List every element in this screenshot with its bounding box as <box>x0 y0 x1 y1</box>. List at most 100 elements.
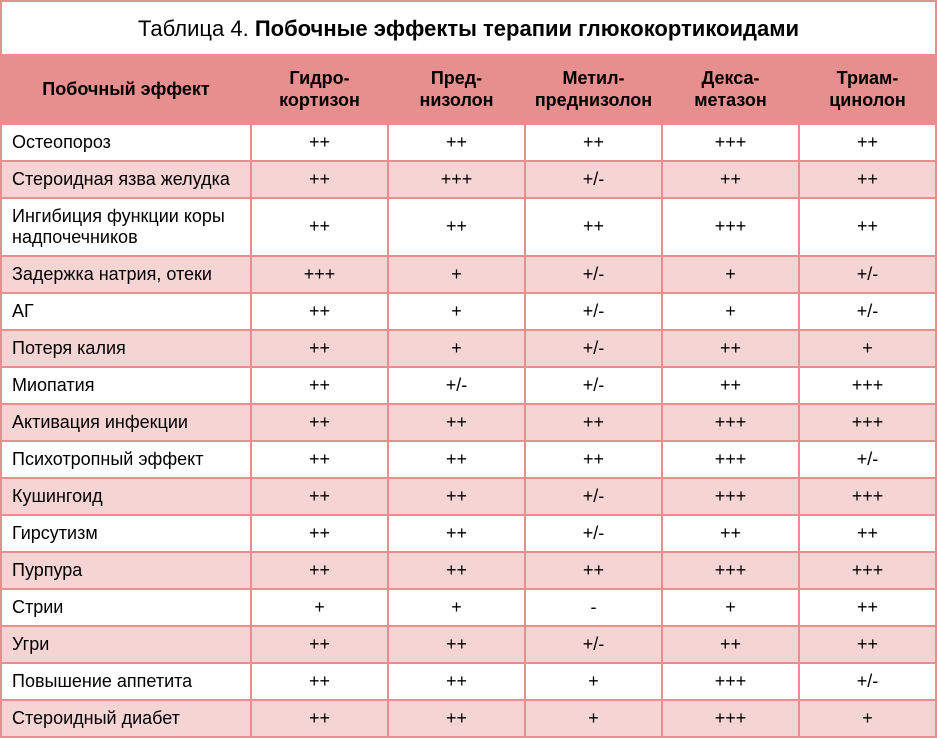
cell: +/- <box>799 256 936 293</box>
cell: ++ <box>388 663 525 700</box>
cell: + <box>388 330 525 367</box>
cell: ++ <box>251 700 388 737</box>
caption-prefix: Таблица 4. <box>138 16 255 41</box>
cell: + <box>662 256 799 293</box>
cell: +++ <box>662 124 799 161</box>
cell: ++ <box>388 552 525 589</box>
cell: ++ <box>525 124 662 161</box>
cell: ++ <box>662 367 799 404</box>
cell: ++ <box>251 515 388 552</box>
cell: ++ <box>251 330 388 367</box>
table-row: Повышение аппетита+++++++++/- <box>1 663 936 700</box>
row-label: Активация инфекции <box>1 404 251 441</box>
table-row: Пурпура++++++++++++ <box>1 552 936 589</box>
cell: +/- <box>525 367 662 404</box>
table-row: Потеря калия++++/-+++ <box>1 330 936 367</box>
row-label: АГ <box>1 293 251 330</box>
row-label: Гирсутизм <box>1 515 251 552</box>
cell: ++ <box>525 404 662 441</box>
table-row: АГ++++/-++/- <box>1 293 936 330</box>
cell: ++ <box>799 626 936 663</box>
table-row: Ингибиция функции коры надпочечников++++… <box>1 198 936 255</box>
row-label: Остеопороз <box>1 124 251 161</box>
table-row: Стрии++-+++ <box>1 589 936 626</box>
table-row: Угри+++++/-++++ <box>1 626 936 663</box>
cell: +/- <box>388 367 525 404</box>
row-label: Пурпура <box>1 552 251 589</box>
row-label: Потеря калия <box>1 330 251 367</box>
table-row: Кушингоид+++++/-++++++ <box>1 478 936 515</box>
cell: + <box>662 293 799 330</box>
cell: +++ <box>251 256 388 293</box>
cell: + <box>388 293 525 330</box>
cell: +++ <box>662 404 799 441</box>
cell: +/- <box>799 293 936 330</box>
row-label: Задержка натрия, отеки <box>1 256 251 293</box>
cell: ++ <box>799 161 936 198</box>
col-header: Метил-преднизолон <box>525 55 662 124</box>
cell: ++ <box>251 478 388 515</box>
row-label: Угри <box>1 626 251 663</box>
cell: + <box>388 256 525 293</box>
cell: +/- <box>525 293 662 330</box>
cell: +++ <box>662 198 799 255</box>
cell: ++ <box>388 124 525 161</box>
cell: ++ <box>251 161 388 198</box>
table-row: Задержка натрия, отеки+++++/-++/- <box>1 256 936 293</box>
row-label: Психотропный эффект <box>1 441 251 478</box>
cell: ++ <box>251 663 388 700</box>
cell: +++ <box>388 161 525 198</box>
row-label: Ингибиция функции коры надпочечников <box>1 198 251 255</box>
cell: ++ <box>251 124 388 161</box>
cell: +++ <box>799 552 936 589</box>
row-header-label: Побочный эффект <box>1 55 251 124</box>
cell: +++ <box>662 663 799 700</box>
cell: ++ <box>799 198 936 255</box>
cell: ++ <box>525 552 662 589</box>
cell: ++ <box>388 700 525 737</box>
cell: +/- <box>525 626 662 663</box>
cell: ++ <box>388 626 525 663</box>
cell: + <box>251 589 388 626</box>
table-row: Остеопороз+++++++++++ <box>1 124 936 161</box>
side-effects-table: Таблица 4. Побочные эффекты терапии глюк… <box>0 0 937 738</box>
cell: ++ <box>525 441 662 478</box>
cell: ++ <box>251 441 388 478</box>
cell: ++ <box>388 404 525 441</box>
cell: + <box>799 330 936 367</box>
cell: ++ <box>799 124 936 161</box>
cell: ++ <box>251 552 388 589</box>
cell: + <box>525 663 662 700</box>
row-label: Стероидная язва желудка <box>1 161 251 198</box>
col-header: Декса-метазон <box>662 55 799 124</box>
cell: + <box>662 589 799 626</box>
table-row: Активация инфекции++++++++++++ <box>1 404 936 441</box>
cell: ++ <box>799 589 936 626</box>
cell: ++ <box>662 515 799 552</box>
cell: +/- <box>799 663 936 700</box>
table-header-row: Побочный эффект Гидро-кортизон Пред-низо… <box>1 55 936 124</box>
table-row: Стероидная язва желудка++++++/-++++ <box>1 161 936 198</box>
cell: ++ <box>251 293 388 330</box>
cell: ++ <box>388 478 525 515</box>
cell: ++ <box>388 515 525 552</box>
row-label: Стрии <box>1 589 251 626</box>
cell: +/- <box>525 161 662 198</box>
cell: +++ <box>662 700 799 737</box>
cell: + <box>525 700 662 737</box>
cell: +++ <box>799 478 936 515</box>
cell: ++ <box>251 626 388 663</box>
cell: ++ <box>662 161 799 198</box>
table-row: Стероидный диабет+++++++++ <box>1 700 936 737</box>
cell: ++ <box>662 626 799 663</box>
cell: ++ <box>525 198 662 255</box>
cell: - <box>525 589 662 626</box>
cell: ++ <box>799 515 936 552</box>
cell: +++ <box>799 404 936 441</box>
cell: +++ <box>799 367 936 404</box>
col-header: Пред-низолон <box>388 55 525 124</box>
cell: +/- <box>525 256 662 293</box>
cell: + <box>799 700 936 737</box>
cell: ++ <box>251 404 388 441</box>
table-caption: Таблица 4. Побочные эффекты терапии глюк… <box>0 0 937 54</box>
